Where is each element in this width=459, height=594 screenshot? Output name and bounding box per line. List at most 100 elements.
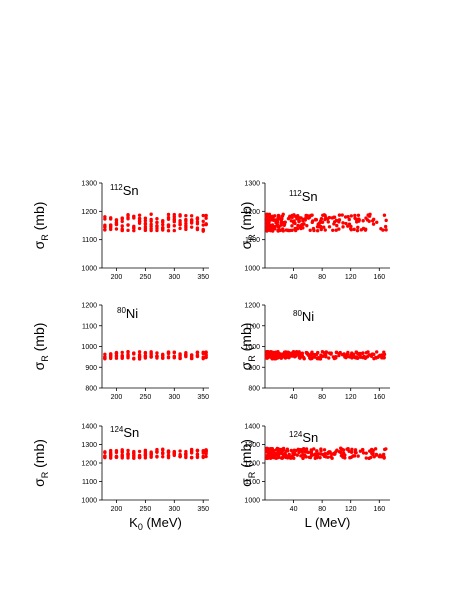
data-point [189, 455, 194, 460]
data-point [204, 454, 208, 459]
data-point [299, 454, 303, 458]
data-point [372, 455, 376, 459]
data-point [341, 221, 345, 225]
data-point [353, 355, 357, 360]
data-point [315, 449, 319, 453]
x-tick-label: 160 [373, 274, 385, 281]
data-point [377, 454, 382, 459]
data-point [310, 351, 314, 355]
x-tick-label: 160 [373, 506, 385, 513]
data-point [184, 213, 188, 218]
x-tick-label: 80 [318, 274, 326, 281]
data-point [353, 449, 357, 454]
data-point [161, 455, 165, 459]
data-point [269, 453, 273, 457]
y-label-symbol: σ [238, 240, 254, 249]
data-point [143, 456, 148, 460]
data-point [143, 356, 148, 360]
data-point [184, 352, 188, 357]
data-point [283, 220, 287, 224]
data-point [292, 448, 297, 452]
y-label-subscript: R [247, 234, 257, 241]
data-point [330, 456, 334, 460]
isotope-label: 112Sn [110, 183, 139, 198]
data-point [108, 453, 113, 458]
data-point [149, 455, 153, 459]
data-point [293, 451, 297, 456]
data-point [149, 351, 153, 356]
data-point [282, 355, 286, 359]
data-point [279, 354, 284, 358]
data-point [381, 228, 385, 232]
data-point [126, 448, 130, 453]
y-axis-label: σR (mb) [31, 323, 50, 371]
x-tick-label: 300 [168, 274, 180, 281]
data-point [120, 228, 124, 233]
data-point [266, 456, 271, 460]
isotope-symbol: Sn [302, 430, 318, 445]
data-point [346, 215, 350, 219]
data-point [161, 448, 165, 452]
y-tick-label: 1100 [245, 323, 260, 330]
data-point [333, 220, 337, 224]
y-tick-label: 900 [85, 365, 97, 372]
data-point [126, 217, 130, 221]
data-point [155, 454, 159, 459]
data-point [132, 351, 136, 356]
data-point [285, 228, 290, 232]
y-tick-label: 1400 [81, 424, 97, 431]
x-tick-label: 350 [197, 506, 209, 513]
panel-sn124-l: 1000 1100 1200 1300 1400 40 80 120 160 σR (mb) L (… [238, 424, 390, 530]
data-point [132, 224, 136, 229]
data-point [126, 354, 130, 358]
data-point [335, 448, 339, 452]
x-tick-label: 160 [373, 394, 385, 401]
data-point [307, 214, 311, 218]
data-point [310, 213, 314, 217]
data-point [172, 215, 176, 219]
y-tick-label: 1200 [244, 461, 260, 468]
data-point [287, 216, 291, 220]
data-point [368, 449, 372, 453]
data-point [323, 353, 328, 357]
data-point [103, 352, 107, 357]
panel-sn124-k0: 1000 1100 1200 1300 1400 200 250 300 350 σR (mb) K… [31, 424, 209, 533]
data-point [313, 456, 317, 460]
y-label-subscript: R [247, 355, 257, 362]
x-tick-label: 200 [111, 394, 123, 401]
data-point [322, 225, 326, 229]
data-point [108, 216, 113, 220]
data-point [335, 223, 339, 228]
data-point [302, 217, 306, 222]
data-point [362, 354, 366, 359]
data-point [344, 221, 348, 226]
data-point [327, 225, 332, 229]
y-tick-label: 1200 [244, 209, 260, 216]
data-point [132, 454, 136, 458]
y-tick-label: 1200 [244, 303, 260, 310]
x-tick-label: 250 [140, 506, 152, 513]
data-point [155, 217, 159, 221]
data-point [369, 354, 374, 358]
data-point [279, 451, 284, 456]
y-tick-label: 1300 [244, 442, 260, 449]
data-point [346, 224, 350, 228]
data-point [137, 213, 142, 217]
data-point [349, 455, 353, 460]
panel-sn112-k0: 1000 1100 1200 1300 200 250 300 350 σR (mb) 112Sn [31, 181, 209, 282]
data-point [341, 225, 345, 229]
data-point [290, 228, 294, 232]
data-point [178, 454, 182, 458]
panel-sn112-l: 1000 1100 1200 1300 40 80 120 160 σR (mb) 112Sn [238, 181, 390, 281]
data-point [265, 447, 270, 451]
data-point [304, 447, 309, 451]
data-point [291, 220, 296, 224]
data-point [281, 227, 285, 231]
data-point [273, 224, 277, 229]
data-point [295, 352, 299, 356]
data-point [195, 452, 200, 457]
x-tick-label: 350 [197, 274, 209, 281]
x-tick-label: 300 [168, 506, 180, 513]
data-point [204, 449, 208, 453]
isotope-mass: 124 [110, 425, 124, 434]
